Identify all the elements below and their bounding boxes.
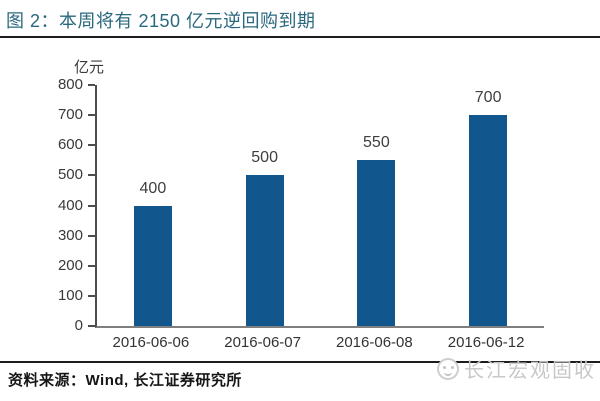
y-tick-mark bbox=[88, 294, 95, 297]
bar-2016-06-07 bbox=[245, 175, 284, 326]
bar-value-label: 500 bbox=[251, 149, 278, 167]
y-tick-mark bbox=[88, 264, 95, 267]
plot-area: 0 100 200 300 400 500 600 700 800 400 500 550 700 bbox=[58, 77, 544, 334]
y-tick-label: 300 bbox=[57, 226, 83, 244]
watermark: 长江宏观固收 bbox=[437, 354, 596, 383]
x-tick-label: 2016-06-06 bbox=[112, 334, 190, 351]
bar-value-label: 550 bbox=[363, 134, 390, 152]
title-divider bbox=[0, 36, 600, 38]
bar-value-label: 400 bbox=[139, 179, 167, 197]
y-tick-label: 700 bbox=[57, 106, 83, 124]
smiley-logo-icon bbox=[437, 357, 459, 380]
y-tick-mark bbox=[88, 114, 95, 117]
footer-divider bbox=[0, 361, 600, 363]
y-tick-label: 600 bbox=[57, 136, 83, 154]
y-tick-mark bbox=[88, 84, 95, 86]
x-tick-label: 2016-06-08 bbox=[336, 334, 413, 351]
bar-2016-06-12 bbox=[469, 115, 508, 326]
y-tick-mark bbox=[88, 234, 95, 237]
y-tick-mark bbox=[88, 204, 95, 207]
bar-2016-06-06 bbox=[133, 205, 172, 326]
watermark-text: 长江宏观固收 bbox=[464, 360, 596, 382]
y-tick-mark bbox=[88, 174, 95, 177]
bar-value-label: 700 bbox=[474, 89, 502, 107]
y-tick-label: 200 bbox=[57, 256, 83, 274]
y-axis-unit-label: 亿元 bbox=[74, 59, 105, 76]
y-tick-label: 100 bbox=[57, 286, 83, 304]
y-tick-mark bbox=[88, 144, 95, 147]
source-note: 资料来源：Wind, 长江证券研究所 bbox=[8, 372, 242, 389]
y-tick-mark bbox=[88, 325, 95, 327]
figure-title: 图 2：本周将有 2150 亿元逆回购到期 bbox=[6, 11, 316, 31]
y-tick-label: 800 bbox=[57, 76, 83, 93]
x-tick-label: 2016-06-07 bbox=[224, 334, 301, 351]
y-tick-label: 0 bbox=[74, 317, 83, 334]
y-tick-label: 400 bbox=[57, 196, 83, 214]
x-tick-label: 2016-06-12 bbox=[447, 334, 525, 351]
bar-2016-06-08 bbox=[357, 160, 396, 326]
y-tick-label: 500 bbox=[57, 166, 83, 184]
